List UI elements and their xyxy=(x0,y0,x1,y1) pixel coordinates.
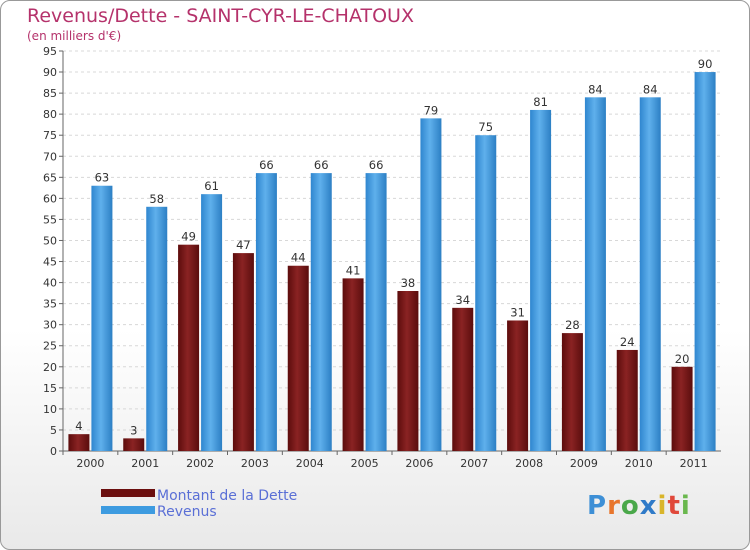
y-tick-label: 40 xyxy=(43,277,57,290)
data-label-revenus: 63 xyxy=(95,171,110,185)
data-label-dette: 24 xyxy=(620,335,635,349)
y-tick-label: 15 xyxy=(43,382,57,395)
bar-revenus xyxy=(584,97,606,451)
bar-dette xyxy=(287,265,309,451)
y-tick-label: 90 xyxy=(43,66,57,79)
bar-dette xyxy=(561,333,583,451)
data-label-revenus: 66 xyxy=(314,158,329,172)
data-label-dette: 38 xyxy=(401,276,416,290)
bar-revenus xyxy=(420,118,442,452)
bar-revenus xyxy=(146,206,168,451)
y-tick-label: 45 xyxy=(43,256,57,269)
x-tick-label: 2000 xyxy=(76,457,104,470)
y-tick-label: 65 xyxy=(43,171,57,184)
chart-title: Revenus/Dette - SAINT-CYR-LE-CHATOUX xyxy=(27,5,414,27)
value-labels: 4 63 3 58 49 61 47 66 44 66 41 66 38 79 34 75 31 81 28 84 24… xyxy=(75,57,712,437)
grid-lines xyxy=(63,50,721,452)
x-tick-label: 2007 xyxy=(460,457,488,470)
y-tick-label: 95 xyxy=(43,45,57,58)
data-label-dette: 3 xyxy=(130,423,137,437)
data-label-dette: 49 xyxy=(181,230,196,244)
data-label-revenus: 66 xyxy=(259,158,274,172)
x-tick-label: 2006 xyxy=(405,457,433,470)
data-label-revenus: 90 xyxy=(698,57,713,71)
bar-revenus xyxy=(255,173,277,451)
data-label-dette: 44 xyxy=(291,251,306,265)
y-tick-label: 70 xyxy=(43,150,57,163)
y-tick-label: 50 xyxy=(43,234,57,247)
bar-revenus xyxy=(530,109,552,452)
legend-swatch-dette xyxy=(101,489,155,497)
data-label-dette: 20 xyxy=(675,352,690,366)
data-label-revenus: 58 xyxy=(149,192,164,206)
y-tick-label: 5 xyxy=(50,424,57,437)
y-tick-label: 25 xyxy=(43,340,57,353)
proxiti-logo: Proxiti xyxy=(587,491,691,521)
data-label-dette: 47 xyxy=(236,238,251,252)
data-label-revenus: 61 xyxy=(204,179,219,193)
data-label-dette: 28 xyxy=(565,318,580,332)
bar-revenus xyxy=(365,173,387,451)
data-label-revenus: 75 xyxy=(478,120,493,134)
bar-dette xyxy=(178,244,200,451)
bar-revenus xyxy=(201,194,223,451)
x-tick-label: 2001 xyxy=(131,457,159,470)
data-label-dette: 41 xyxy=(346,263,361,277)
x-tick-label: 2010 xyxy=(625,457,653,470)
data-label-dette: 31 xyxy=(510,305,525,319)
legend-swatch-revenus xyxy=(101,506,155,514)
legend-label-revenus: Revenus xyxy=(157,504,217,520)
y-tick-label: 75 xyxy=(43,129,57,142)
bar-dette xyxy=(123,438,145,451)
y-tick-label: 35 xyxy=(43,298,57,311)
x-tick-label: 2002 xyxy=(186,457,214,470)
data-label-revenus: 81 xyxy=(533,95,548,109)
bar-revenus xyxy=(91,185,113,451)
bar-revenus xyxy=(310,173,332,451)
y-tick-label: 80 xyxy=(43,108,57,121)
bar-dette xyxy=(232,253,254,451)
bar-dette xyxy=(507,320,529,451)
x-tick-label: 2003 xyxy=(241,457,269,470)
bar-dette xyxy=(342,278,364,451)
data-label-revenus: 84 xyxy=(588,82,603,96)
bar-dette xyxy=(397,291,419,451)
x-tick-label: 2005 xyxy=(351,457,379,470)
chart-subtitle: (en milliers d'€) xyxy=(27,29,122,43)
x-tick-label: 2008 xyxy=(515,457,543,470)
x-tick-label: 2004 xyxy=(296,457,324,470)
bar-dette xyxy=(452,307,474,451)
data-label-revenus: 66 xyxy=(369,158,384,172)
y-tick-label: 20 xyxy=(43,361,57,374)
y-tick-label: 0 xyxy=(50,445,57,458)
bar-revenus xyxy=(639,97,661,451)
y-tick-label: 30 xyxy=(43,319,57,332)
x-tick-label: 2011 xyxy=(680,457,708,470)
y-tick-label: 55 xyxy=(43,213,57,226)
bar-dette xyxy=(616,349,638,451)
data-label-dette: 4 xyxy=(75,419,82,433)
y-tick-label: 10 xyxy=(43,403,57,416)
bar-dette xyxy=(671,366,693,451)
data-label-dette: 34 xyxy=(455,293,470,307)
bars xyxy=(68,72,716,452)
data-label-revenus: 79 xyxy=(424,103,439,117)
data-label-revenus: 84 xyxy=(643,82,658,96)
bar-revenus xyxy=(694,72,716,451)
bar-revenus xyxy=(475,135,497,452)
legend: Montant de la Dette Revenus xyxy=(101,488,297,520)
y-tick-label: 60 xyxy=(43,192,57,205)
y-tick-label: 85 xyxy=(43,87,57,100)
axes: 0 5 10 15 20 25 30 35 40 45 50 55 60 65 70 75 80 85 90 95 20… xyxy=(43,45,721,470)
legend-label-dette: Montant de la Dette xyxy=(157,488,297,504)
x-tick-label: 2009 xyxy=(570,457,598,470)
bar-dette xyxy=(68,434,90,451)
